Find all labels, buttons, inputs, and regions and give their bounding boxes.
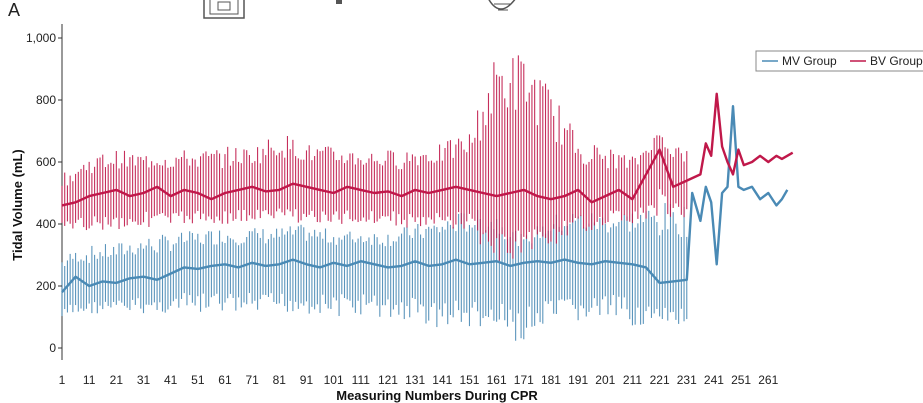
x-tick-label: 41 — [164, 373, 178, 387]
globe-icon — [488, 0, 516, 11]
x-tick-label: 81 — [273, 373, 287, 387]
x-tick-label: 51 — [191, 373, 205, 387]
y-axis-label: Tidal Volume (mL) — [10, 149, 25, 260]
x-tick-label: 151 — [459, 373, 479, 387]
x-tick-label: 191 — [568, 373, 588, 387]
x-tick-label: 31 — [137, 373, 151, 387]
x-tick-label: 91 — [300, 373, 314, 387]
panel-label: A — [8, 0, 21, 20]
y-tick-label: 800 — [36, 93, 56, 107]
y-tick-label: 200 — [36, 279, 56, 293]
x-tick-label: 21 — [110, 373, 124, 387]
legend: MV Group BV Group — [755, 50, 923, 72]
x-tick-label: 211 — [623, 373, 642, 387]
mean-line-mv — [61, 105, 789, 293]
tablet-icon — [203, 0, 245, 19]
x-axis-ticks: 1 11 21 31 41 51 61 71 81 91 101 111 121 131 141 151 161… — [59, 373, 779, 387]
x-tick-label: 251 — [731, 373, 751, 387]
x-tick-label: 181 — [541, 373, 561, 387]
x-tick-label: 61 — [218, 373, 232, 387]
mean-line-bv — [61, 92, 794, 207]
x-tick-label: 231 — [677, 373, 697, 387]
mean-lines — [61, 92, 794, 293]
y-tick-label: 1,000 — [26, 31, 56, 45]
x-tick-label: 221 — [650, 373, 670, 387]
x-tick-label: 171 — [514, 373, 534, 387]
x-tick-label: 71 — [245, 373, 259, 387]
band-mv — [61, 203, 688, 341]
y-axis-ticks: 0 200 400 600 800 1,000 — [26, 31, 62, 355]
x-tick-label: 241 — [704, 373, 724, 387]
x-tick-label: 131 — [405, 373, 425, 387]
x-tick-label: 121 — [378, 373, 398, 387]
x-tick-label: 161 — [487, 373, 507, 387]
x-tick-label: 101 — [324, 373, 344, 387]
y-tick-label: 400 — [36, 217, 56, 231]
variability-bands — [61, 55, 688, 341]
x-tick-label: 1 — [59, 373, 66, 387]
band-bv — [61, 55, 688, 261]
x-tick-label: 201 — [595, 373, 615, 387]
x-axis-label: Measuring Numbers During CPR — [336, 388, 538, 403]
x-tick-label: 111 — [352, 373, 371, 387]
x-tick-label: 141 — [432, 373, 452, 387]
x-tick-label: 261 — [758, 373, 778, 387]
legend-label-bv: BV Group — [870, 54, 923, 68]
legend-box — [755, 50, 923, 72]
y-tick-label: 0 — [49, 341, 56, 355]
x-tick-label: 11 — [83, 373, 96, 387]
top-decorations — [203, 0, 516, 19]
y-tick-label: 600 — [36, 155, 56, 169]
legend-label-mv: MV Group — [782, 54, 837, 68]
cropped-text-fragment — [336, 0, 342, 4]
